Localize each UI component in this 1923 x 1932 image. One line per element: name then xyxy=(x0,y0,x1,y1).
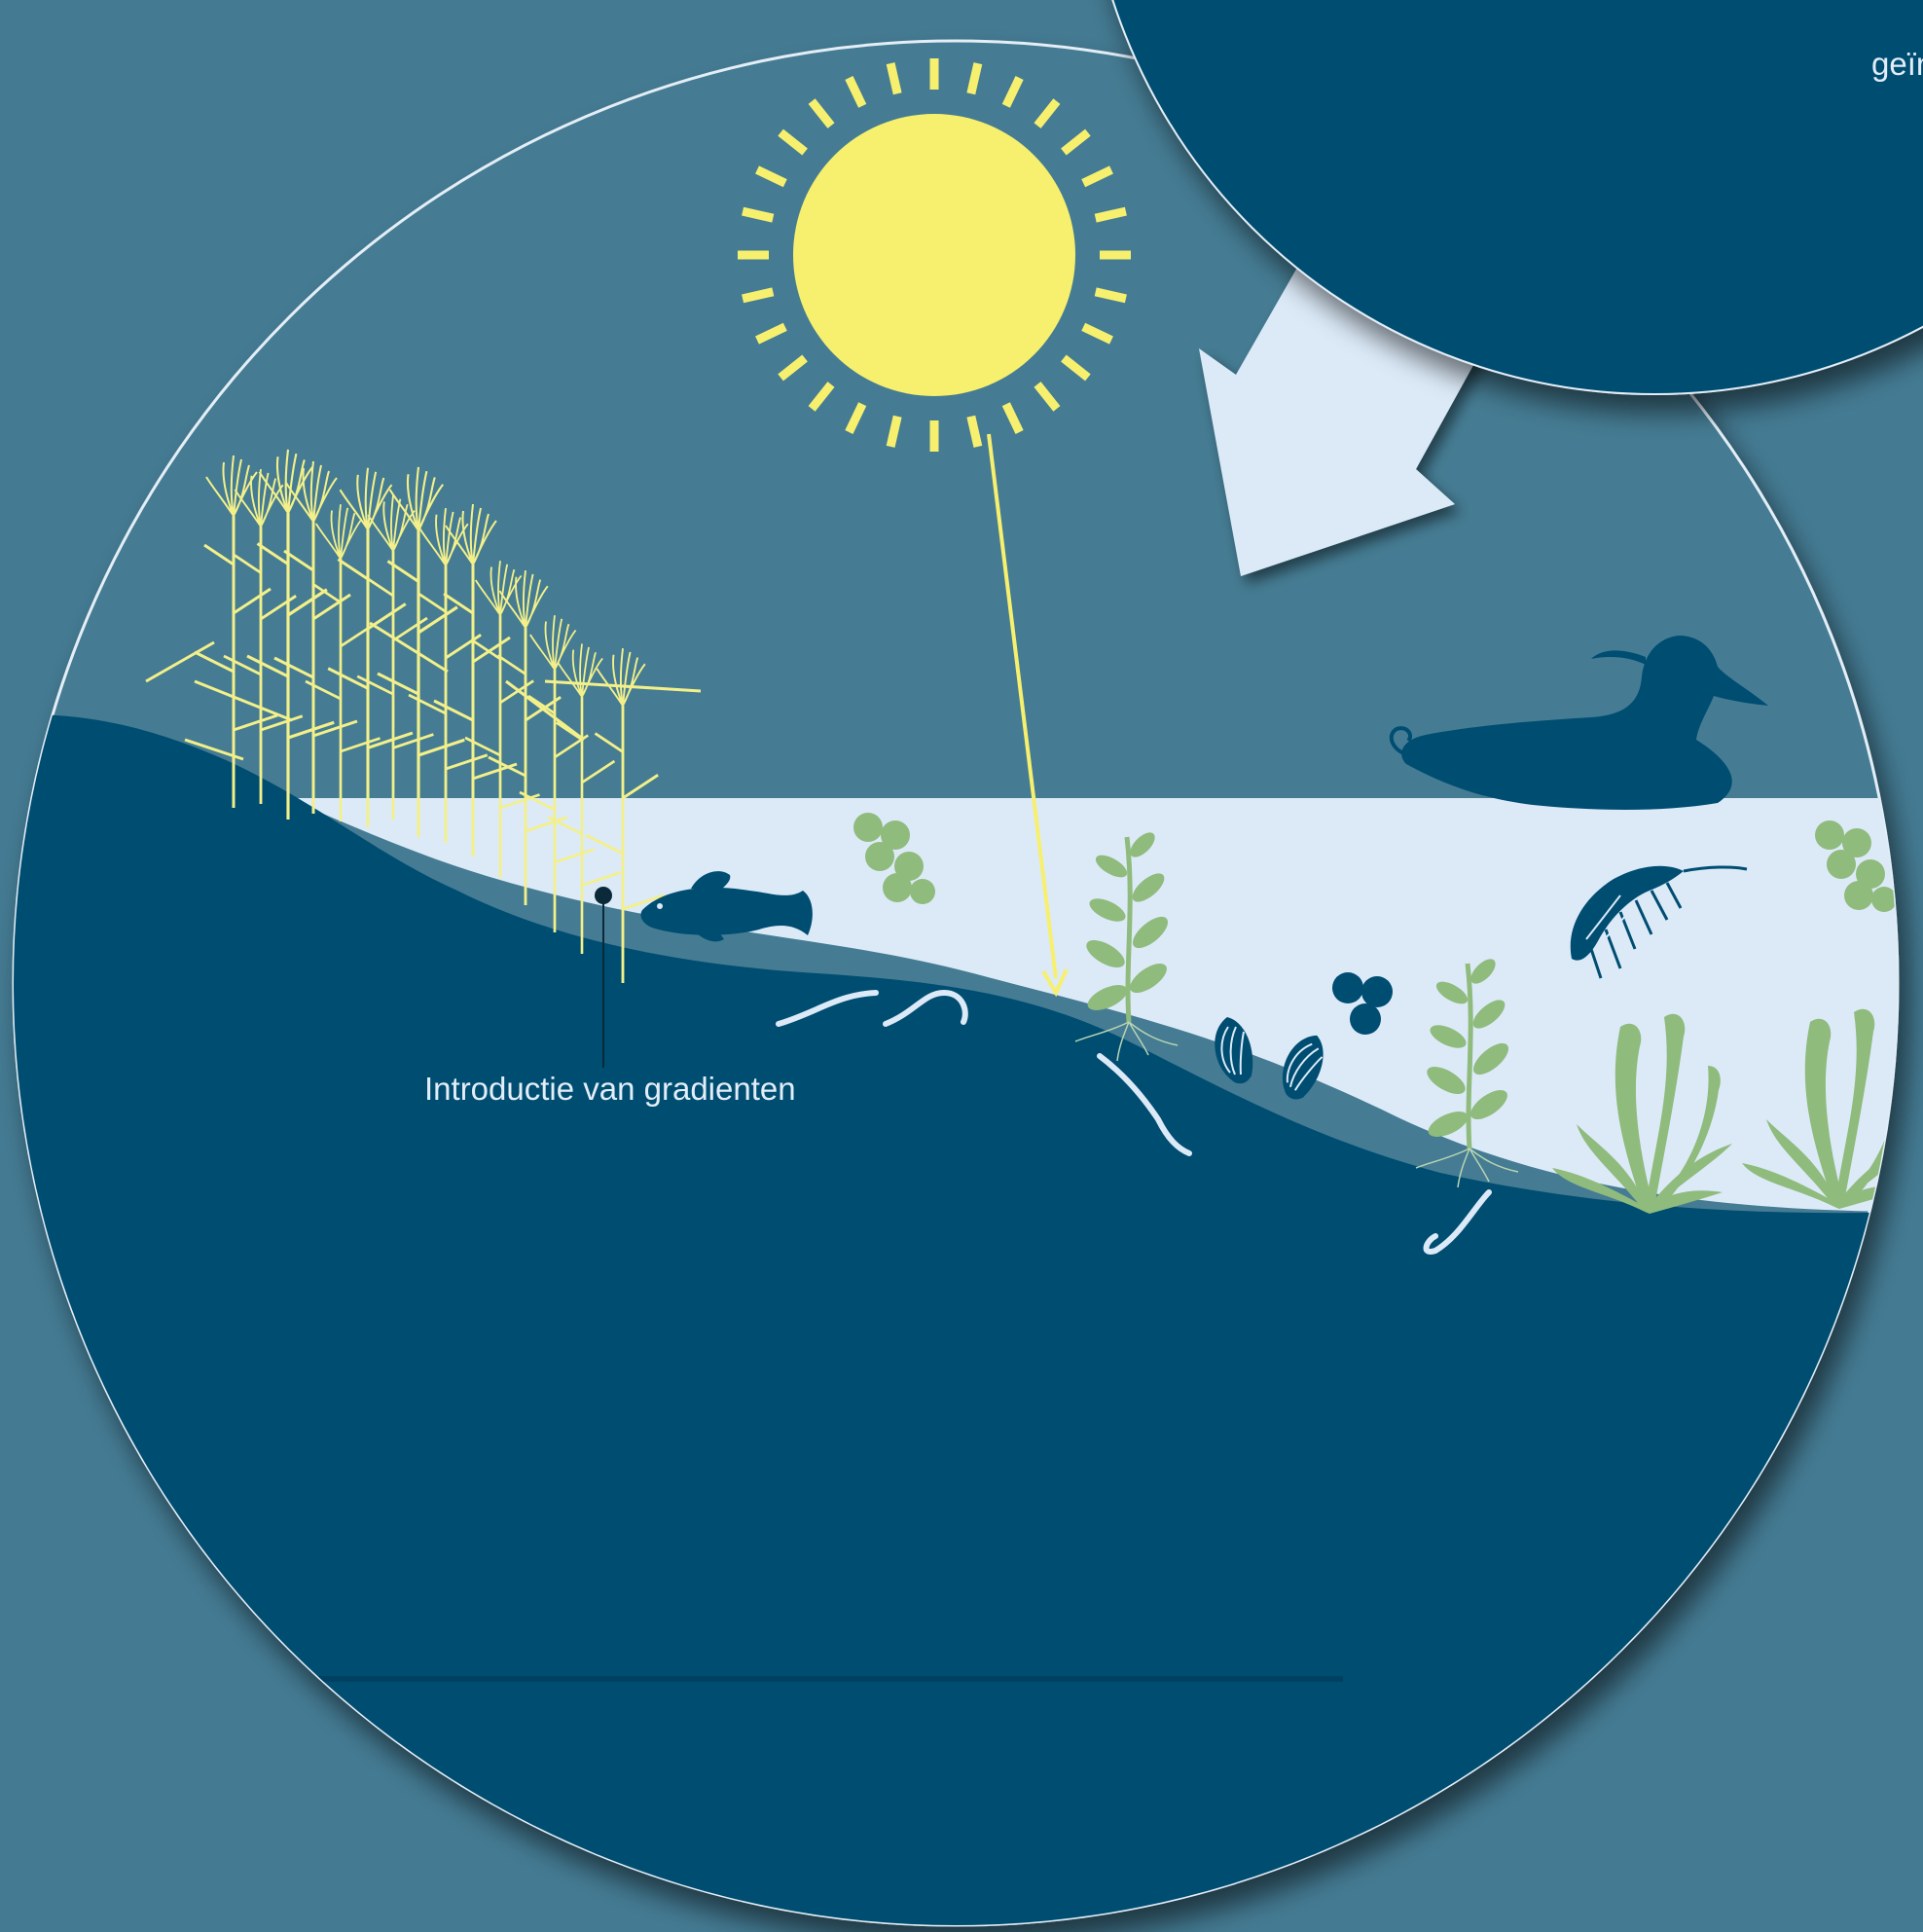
bottom-band xyxy=(311,1676,1343,1682)
corner-text-fragment: geïn xyxy=(1871,46,1923,82)
gradients-label: Introductie van gradienten xyxy=(424,1071,796,1107)
